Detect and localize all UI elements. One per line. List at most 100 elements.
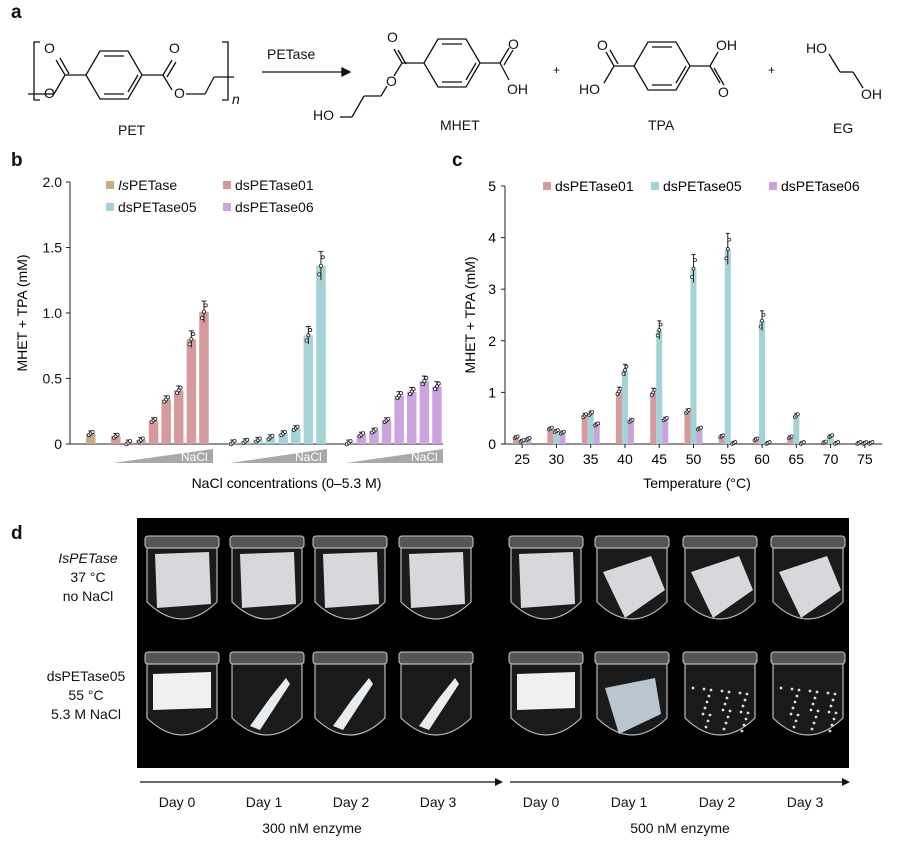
pet-particle — [722, 727, 726, 731]
data-point-c — [524, 437, 529, 442]
arrow-label: PETase — [267, 46, 316, 62]
data-point-b — [411, 387, 416, 392]
data-point-c — [562, 429, 566, 434]
panel-label-a: a — [11, 2, 22, 23]
bar-b — [123, 442, 134, 444]
pet-particle — [808, 689, 812, 693]
pet-particle — [830, 723, 834, 727]
data-point-b — [386, 416, 391, 421]
bar-b — [240, 441, 251, 444]
data-point-c — [687, 408, 691, 412]
bar-c — [662, 419, 669, 444]
data-point-b — [357, 434, 362, 439]
pet-particle — [791, 706, 795, 710]
jar-rim — [594, 651, 670, 665]
jar — [229, 651, 305, 736]
data-point-c — [588, 411, 593, 416]
legend-swatch-c — [769, 182, 777, 190]
photo-jars — [137, 518, 849, 768]
legend-swatch-b — [106, 181, 114, 189]
data-point-b — [384, 418, 389, 423]
bar-b — [356, 434, 367, 444]
data-point-b — [373, 427, 378, 432]
legend-swatch-b — [223, 181, 231, 189]
nacl-gradient-label: NaCl — [295, 450, 322, 464]
data-point-b — [228, 442, 233, 447]
atom-o: O — [386, 73, 397, 89]
data-point-c — [754, 437, 758, 442]
data-point-b — [433, 387, 438, 392]
data-point-b — [317, 272, 322, 277]
x-tick-label-c: 40 — [617, 451, 633, 467]
x-tick-label-c: 75 — [857, 451, 873, 467]
nacl-gradient-wedge — [346, 449, 443, 463]
data-point-c — [725, 247, 730, 251]
legend-label-c: dsPETase06 — [781, 178, 860, 194]
pet-film-degraded — [605, 678, 661, 734]
data-point-c — [788, 435, 793, 440]
pet-particle — [739, 710, 743, 714]
bar-c — [559, 432, 566, 444]
data-point-c — [663, 417, 668, 422]
pet-particle — [797, 688, 801, 692]
x-tick-label-c: 55 — [720, 451, 736, 467]
data-point-c — [685, 409, 690, 414]
day-label: Day 0 — [522, 794, 560, 810]
data-point-b — [395, 395, 400, 400]
data-point-c — [527, 436, 532, 440]
pet-particle — [706, 719, 710, 723]
row-label-enzyme: dsPETase05 — [46, 668, 126, 684]
jar — [770, 651, 846, 736]
atom-o: O — [597, 37, 608, 53]
pet-particle — [704, 725, 708, 729]
data-point-c — [727, 237, 732, 242]
data-point-c — [554, 429, 559, 434]
y-tick-label-c: 0 — [488, 436, 496, 452]
data-point-b — [282, 429, 287, 434]
bar-c — [821, 442, 828, 444]
row-label-temp: 55 °C — [68, 687, 104, 703]
pet-particle — [827, 710, 831, 714]
jar — [144, 535, 220, 620]
bar-b — [253, 440, 263, 444]
pet-particle — [793, 700, 797, 704]
row-label-dspetase05: dsPETase05 55 °C 5.3 M NaCl — [34, 667, 138, 724]
data-point-b — [293, 426, 298, 431]
day-label: Day 2 — [698, 794, 736, 810]
data-point-b — [232, 439, 237, 444]
data-point-c — [651, 390, 656, 395]
bar-b — [303, 335, 314, 444]
legend-swatch-b — [223, 203, 231, 211]
pet-film — [153, 672, 211, 710]
atom-oh: OH — [716, 37, 737, 53]
tpa-structure — [603, 41, 725, 91]
atom-ho: HO — [313, 107, 334, 123]
data-point-b — [140, 436, 145, 441]
nacl-gradient-label: NaCl — [181, 450, 208, 464]
row-label-temp: 37 °C — [70, 569, 106, 585]
pet-particle — [816, 709, 820, 713]
pet-particle — [705, 700, 709, 704]
day-label: Day 2 — [332, 794, 370, 810]
pet-particle — [829, 704, 833, 708]
data-point-b — [255, 438, 260, 443]
data-point-c — [623, 368, 627, 373]
bar-b — [161, 399, 171, 444]
jar-rim — [770, 651, 846, 665]
day-label: Day 1 — [245, 794, 283, 810]
legend-label-b-rest: PETase — [129, 177, 177, 193]
data-point-c — [550, 425, 554, 430]
panel-label-d: d — [11, 523, 23, 544]
data-point-c — [582, 413, 587, 418]
bar-c — [759, 320, 766, 444]
plus-sign: + — [553, 63, 561, 77]
data-point-b — [124, 442, 129, 447]
data-point-c — [864, 440, 869, 444]
pet-particle — [721, 708, 725, 712]
pet-particle — [741, 704, 745, 708]
y-tick-label-c: 2 — [488, 333, 496, 349]
jar-rim — [398, 535, 474, 549]
data-point-b — [153, 416, 158, 421]
data-point-c — [652, 388, 657, 392]
data-point-b — [257, 436, 262, 441]
